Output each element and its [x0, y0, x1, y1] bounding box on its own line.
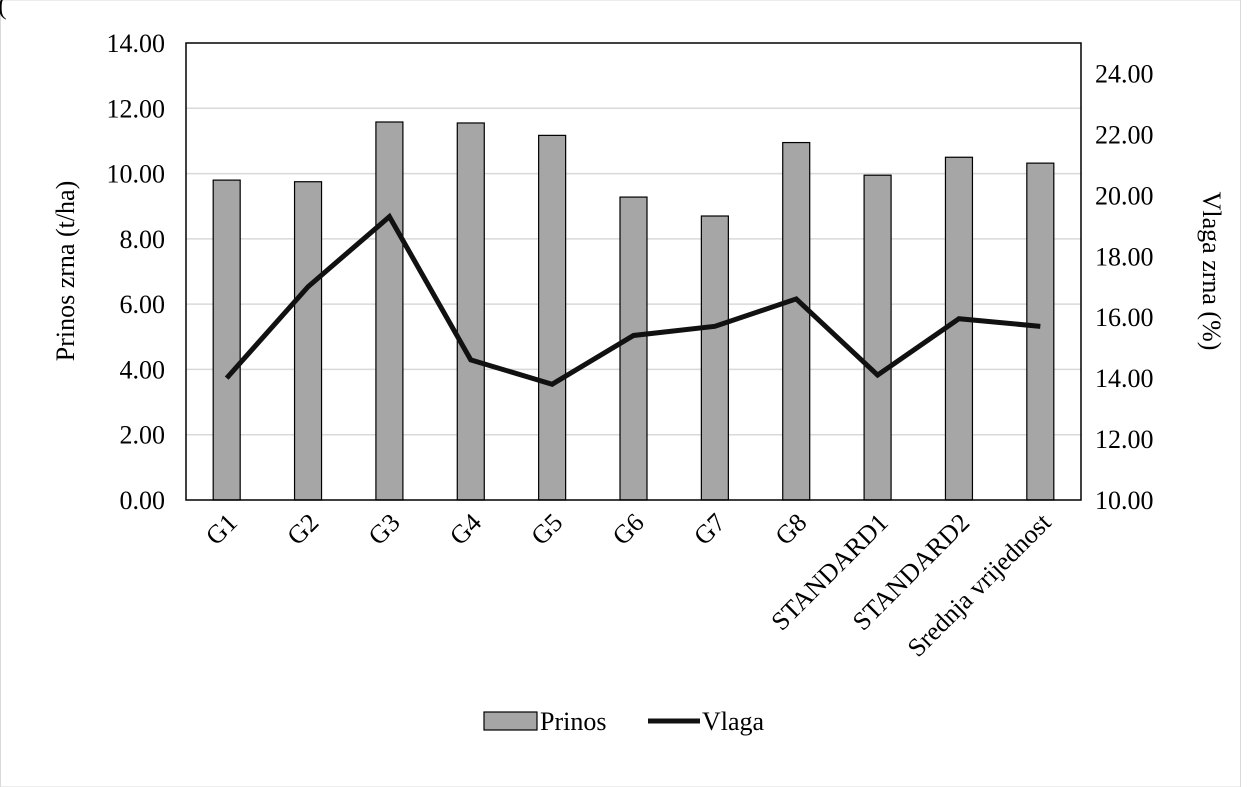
right-axis-ticks: 10.00 12.00 14.00 16.00 18.00 20.00 22.00 24.00	[1095, 59, 1154, 515]
bar-series	[212, 121, 1055, 501]
y2-tick-label: 24.00	[1095, 59, 1154, 88]
y-tick-label: 8.00	[120, 225, 166, 254]
y-tick-label: 10.00	[107, 160, 166, 189]
bar	[538, 134, 567, 501]
y-tick-label: 12.00	[107, 94, 166, 123]
left-axis-ticks: 0.00 2.00 4.00 6.00 8.00 10.00 12.00 14.00	[107, 29, 166, 515]
bar	[944, 156, 974, 501]
y2-tick-label: 10.00	[1095, 486, 1154, 515]
y2-tick-label: 14.00	[1095, 364, 1154, 393]
bar	[1026, 162, 1055, 501]
legend-bar-swatch	[483, 711, 538, 731]
y2-tick-label: 18.00	[1095, 242, 1154, 271]
bar	[619, 196, 648, 501]
header-fragment: (	[0, 0, 7, 20]
bar	[375, 121, 404, 501]
legend: Prinos Vlaga	[483, 707, 765, 736]
y-axis-title: Prinos zrna (t/ha)	[51, 181, 80, 362]
y2-tick-label: 16.00	[1095, 303, 1154, 332]
plot-area	[185, 42, 1082, 501]
y-tick-label: 0.00	[120, 486, 166, 515]
bar	[456, 122, 485, 501]
y2-tick-label: 20.00	[1095, 181, 1154, 210]
y2-tick-label: 12.00	[1095, 425, 1154, 454]
plot-frame	[185, 42, 1082, 501]
bar	[700, 215, 729, 501]
bar	[782, 141, 811, 501]
legend-bar-label: Prinos	[540, 707, 606, 736]
line-series	[224, 212, 1041, 387]
legend-line-label: Vlaga	[702, 707, 765, 736]
bar	[212, 179, 241, 501]
y-tick-label: 14.00	[107, 29, 166, 58]
y-tick-label: 2.00	[120, 421, 166, 450]
y-tick-label: 6.00	[120, 290, 166, 319]
y2-axis-title: Vlaga zrna (%)	[1197, 192, 1226, 351]
bar	[293, 181, 323, 501]
bar	[863, 174, 892, 501]
y-tick-label: 4.00	[120, 355, 166, 384]
y2-tick-label: 22.00	[1095, 120, 1154, 149]
